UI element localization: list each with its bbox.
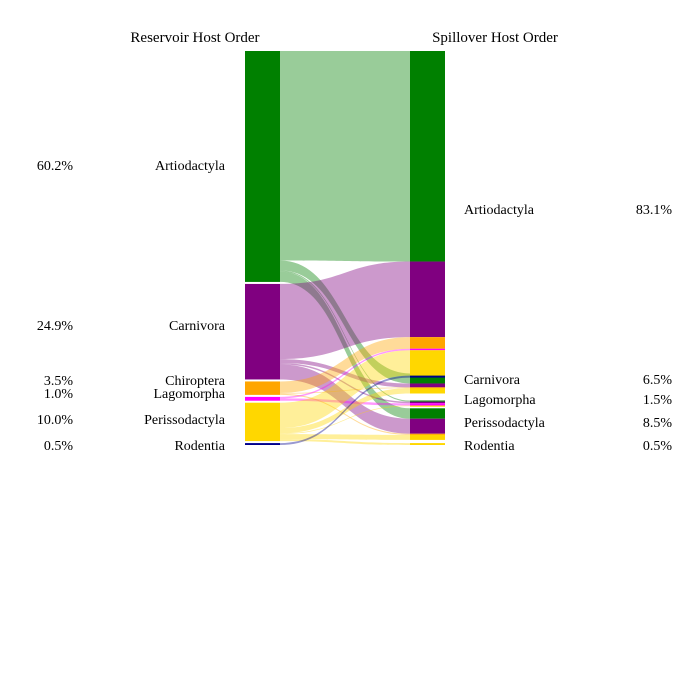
- right-node-segment-lagomorpha-from-carnivora: [410, 401, 445, 404]
- left-label-rodentia: Rodentia: [174, 439, 225, 454]
- right-node-segment-artiodactyla-from-perissodactyla: [410, 350, 445, 376]
- right-node-segment-artiodactyla-from-rodentia: [410, 375, 445, 378]
- left-label-carnivora: Carnivora: [169, 319, 226, 334]
- right-node-segment-artiodactyla-from-lagomorpha: [410, 348, 445, 351]
- right-pct-lagomorpha: 1.5%: [643, 393, 673, 408]
- right-node-segment-carnivora-from-perissodactyla: [410, 388, 445, 394]
- right-node-segment-lagomorpha-from-lagomorpha: [410, 403, 445, 406]
- right-label-carnivora: Carnivora: [464, 373, 521, 388]
- flow-artiodactyla-to-lagomorpha: [280, 270, 410, 402]
- flow-rodentia-to-artiodactyla: [280, 375, 410, 445]
- left-label-artiodactyla: Artiodactyla: [155, 159, 226, 174]
- left-node-chiroptera: [245, 381, 280, 395]
- right-label-artiodactyla: Artiodactyla: [464, 203, 535, 218]
- right-node-segment-carnivora-from-chiroptera: [410, 387, 445, 389]
- right-pct-carnivora: 6.5%: [643, 373, 673, 388]
- left-pct-perissodactyla: 10.0%: [37, 413, 74, 428]
- flow-perissodactyla-to-artiodactyla: [280, 350, 410, 429]
- flow-carnivora-to-artiodactyla: [280, 261, 410, 360]
- flow-perissodactyla-to-perissodactyla: [280, 434, 410, 440]
- flow-chiroptera-to-perissodactyla: [280, 393, 410, 435]
- right-label-rodentia: Rodentia: [464, 439, 515, 454]
- right-node-segment-perissodactyla-from-perissodactyla: [410, 434, 445, 440]
- left-pct-carnivora: 24.9%: [37, 319, 74, 334]
- flow-lagomorpha-to-artiodactyla: [280, 348, 410, 399]
- flow-chiroptera-to-artiodactyla: [280, 337, 410, 393]
- flow-perissodactyla-to-lagomorpha: [280, 405, 410, 435]
- flow-perissodactyla-to-rodentia: [280, 439, 410, 445]
- right-node-segment-perissodactyla-from-chiroptera: [410, 433, 445, 435]
- flow-perissodactyla-to-carnivora: [280, 388, 410, 434]
- flow-chiroptera-to-carnivora: [280, 387, 410, 394]
- right-label-perissodactyla: Perissodactyla: [464, 416, 546, 431]
- left-label-perissodactyla: Perissodactyla: [144, 413, 226, 428]
- right-node-segment-lagomorpha-from-perissodactyla: [410, 405, 445, 407]
- right-node-segment-perissodactyla-from-carnivora: [410, 418, 445, 434]
- nodes-layer: [245, 51, 445, 445]
- left-pct-chiroptera: 3.5%: [44, 374, 74, 389]
- left-pct-lagomorpha: 1.0%: [44, 387, 74, 402]
- right-header: Spillover Host Order: [432, 30, 558, 46]
- left-pct-artiodactyla: 60.2%: [37, 159, 74, 174]
- left-node-rodentia: [245, 443, 280, 445]
- left-pct-rodentia: 0.5%: [44, 439, 74, 454]
- left-label-chiroptera: Chiroptera: [165, 374, 226, 389]
- flow-artiodactyla-to-artiodactyla: [280, 51, 410, 262]
- flow-artiodactyla-to-perissodactyla: [280, 271, 410, 419]
- right-node-segment-carnivora-from-artiodactyla: [410, 373, 445, 384]
- flows-layer: [280, 51, 410, 445]
- left-node-perissodactyla: [245, 402, 280, 442]
- right-node-segment-perissodactyla-from-artiodactyla: [410, 408, 445, 419]
- right-pct-artiodactyla: 83.1%: [636, 203, 673, 218]
- left-node-artiodactyla: [245, 51, 280, 282]
- flow-carnivora-to-carnivora: [280, 359, 410, 388]
- right-node-segment-artiodactyla-from-artiodactyla: [410, 51, 445, 262]
- left-node-carnivora: [245, 283, 280, 380]
- right-node-segment-artiodactyla-from-carnivora: [410, 261, 445, 338]
- right-node-segment-rodentia-from-perissodactyla: [410, 443, 445, 445]
- left-label-lagomorpha: Lagomorpha: [153, 387, 225, 402]
- flow-artiodactyla-to-carnivora: [280, 260, 410, 384]
- flow-lagomorpha-to-lagomorpha: [280, 398, 410, 406]
- left-header: Reservoir Host Order: [130, 30, 259, 46]
- left-node-lagomorpha: [245, 396, 280, 401]
- right-node-segment-artiodactyla-from-chiroptera: [410, 337, 445, 349]
- right-pct-rodentia: 0.5%: [643, 439, 673, 454]
- flow-carnivora-to-perissodactyla: [280, 364, 410, 434]
- right-pct-perissodactyla: 8.5%: [643, 416, 673, 431]
- right-label-lagomorpha: Lagomorpha: [464, 393, 536, 408]
- right-node-segment-lagomorpha-from-artiodactyla: [410, 400, 445, 402]
- right-node-segment-carnivora-from-carnivora: [410, 383, 445, 388]
- labels-layer: Reservoir Host Order Spillover Host Orde…: [37, 30, 673, 454]
- flow-carnivora-to-lagomorpha: [280, 362, 410, 404]
